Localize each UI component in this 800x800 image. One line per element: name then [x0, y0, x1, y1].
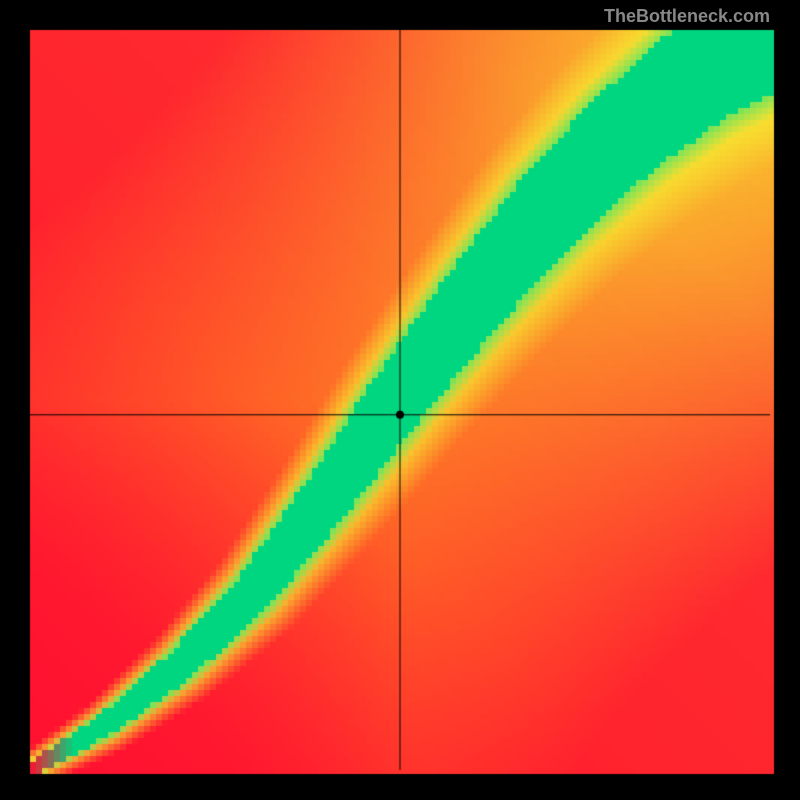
watermark-text: TheBottleneck.com [604, 6, 770, 27]
heatmap-plot [0, 0, 800, 800]
